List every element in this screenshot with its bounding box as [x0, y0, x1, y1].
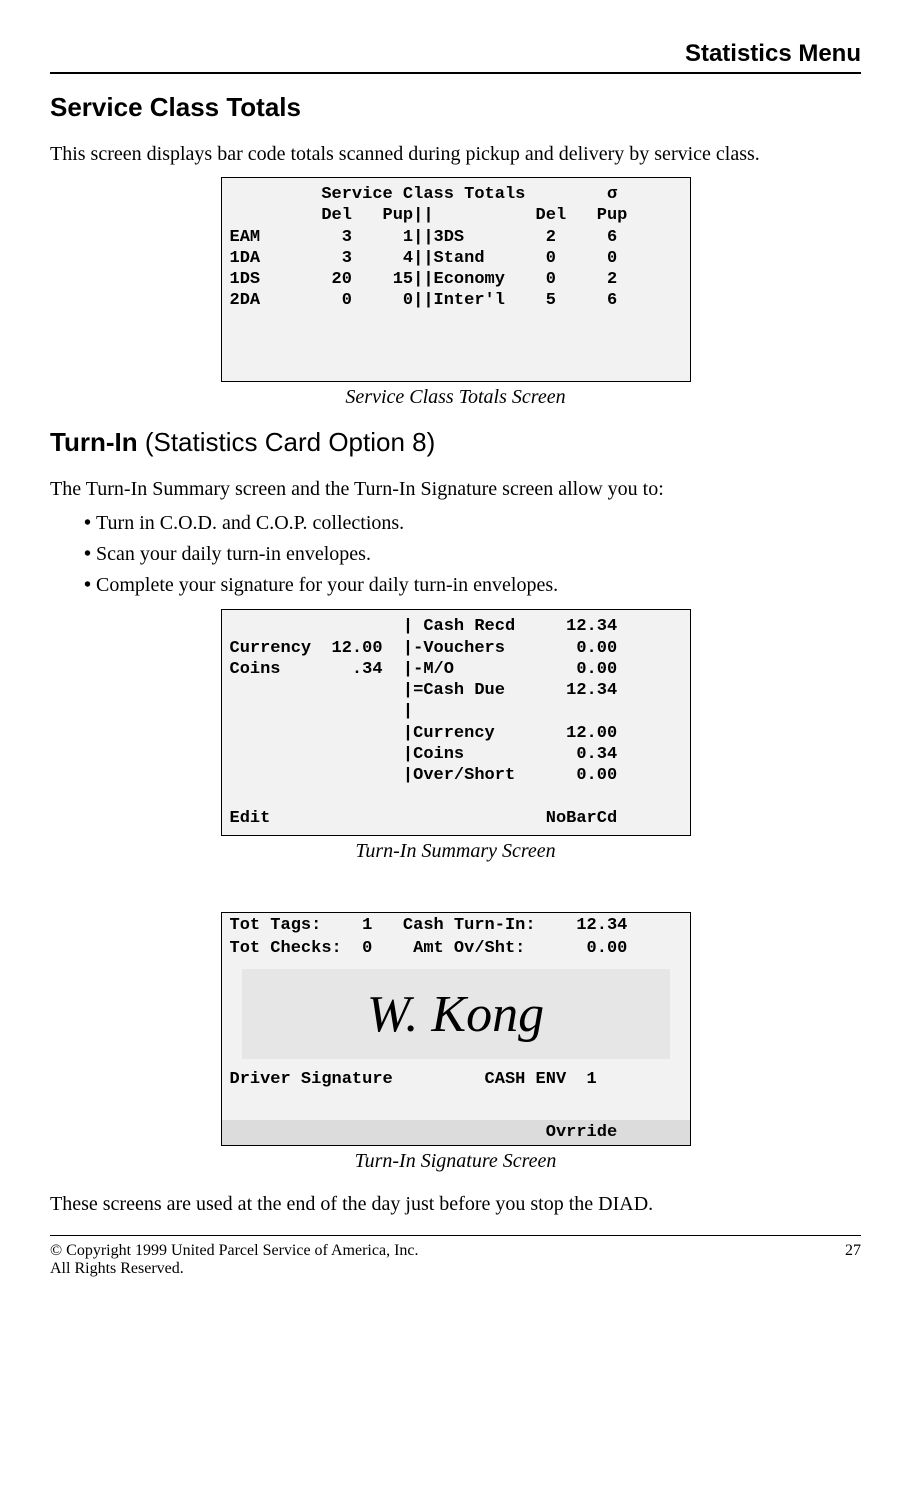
footer-rule [50, 1235, 861, 1236]
list-item: Complete your signature for your daily t… [84, 574, 861, 597]
section-1-intro: This screen displays bar code totals sca… [50, 141, 861, 167]
turn-in-summary-caption: Turn-In Summary Screen [50, 840, 861, 863]
signature-area: W. Kong [242, 969, 670, 1059]
section-2-heading-bold: Turn-In [50, 427, 138, 457]
section-1-heading: Service Class Totals [50, 92, 861, 123]
turn-in-signature-caption: Turn-In Signature Screen [50, 1150, 861, 1173]
sig-line-3: Driver Signature CASH ENV 1 [222, 1067, 690, 1090]
sig-footer: Ovrride [222, 1120, 690, 1145]
section-2-heading-rest: (Statistics Card Option 8) [138, 427, 436, 457]
section-2-intro: The Turn-In Summary screen and the Turn-… [50, 476, 861, 502]
section-2-heading: Turn-In (Statistics Card Option 8) [50, 427, 861, 458]
signature-text: W. Kong [367, 982, 544, 1047]
header-rule [50, 72, 861, 74]
list-item: Turn in C.O.D. and C.O.P. collections. [84, 512, 861, 535]
turn-in-summary-screen: | Cash Recd 12.34 Currency 12.00 |-Vouch… [221, 609, 691, 836]
page-number: 27 [845, 1242, 861, 1278]
list-item: Scan your daily turn-in envelopes. [84, 543, 861, 566]
page-footer: © Copyright 1999 United Parcel Service o… [50, 1242, 861, 1278]
service-class-caption: Service Class Totals Screen [50, 386, 861, 409]
page-header: Statistics Menu [50, 40, 861, 68]
turn-in-bullets: Turn in C.O.D. and C.O.P. collections. S… [84, 512, 861, 597]
sig-blank [222, 1091, 690, 1114]
sig-line-2: Tot Checks: 0 Amt Ov/Sht: 0.00 [222, 936, 690, 959]
turn-in-signature-screen: Tot Tags: 1 Cash Turn-In: 12.34 Tot Chec… [221, 912, 691, 1146]
copyright-line-2: All Rights Reserved. [50, 1260, 419, 1278]
copyright-line-1: © Copyright 1999 United Parcel Service o… [50, 1242, 419, 1260]
service-class-screen: Service Class Totals σ Del Pup|| Del Pup… [221, 177, 691, 382]
section-2-closing: These screens are used at the end of the… [50, 1191, 861, 1217]
sig-line-1: Tot Tags: 1 Cash Turn-In: 12.34 [222, 913, 690, 936]
